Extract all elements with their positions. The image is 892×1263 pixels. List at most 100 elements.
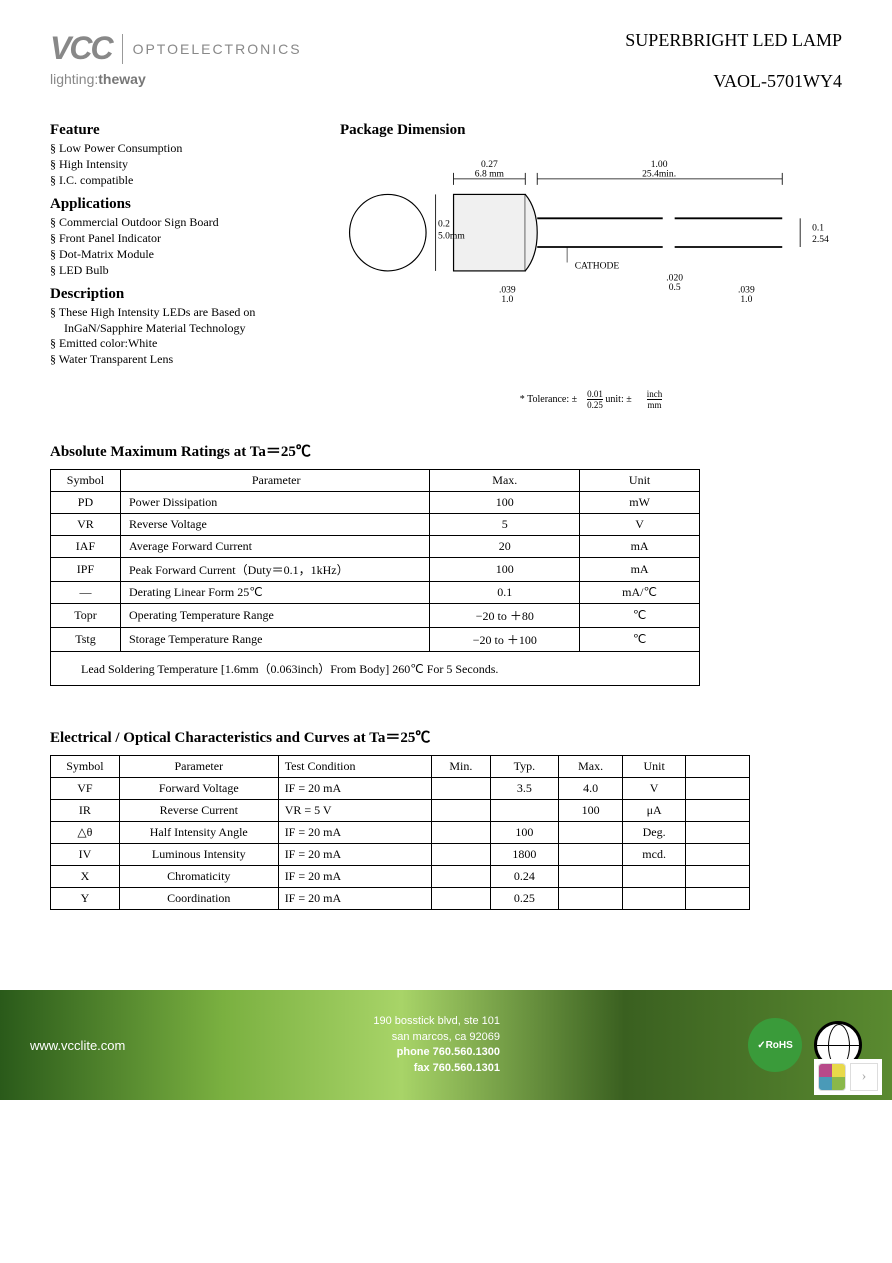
table-cell: Storage Temperature Range <box>120 628 429 652</box>
table-cell: △θ <box>51 822 120 844</box>
table-row: —Derating Linear Form 25℃0.1mA/℃ <box>51 582 700 604</box>
table-row: XChromaticityIF = 20 mA0.24 <box>51 866 750 888</box>
table-cell: Average Forward Current <box>120 536 429 558</box>
table-cell: 100 <box>430 492 580 514</box>
table-cell <box>559 888 623 910</box>
table-cell: Derating Linear Form 25℃ <box>120 582 429 604</box>
col-blank <box>686 756 750 778</box>
list-item: Dot-Matrix Module <box>50 247 310 262</box>
table-cell: Peak Forward Current（Duty＝0.1，1kHz） <box>120 558 429 582</box>
table2-heading: Electrical / Optical Characteristics and… <box>50 726 842 747</box>
table-row: PDPower Dissipation100mW <box>51 492 700 514</box>
footer-url: www.vcclite.com <box>30 1038 125 1053</box>
col-parameter: Parameter <box>120 470 429 492</box>
table-cell <box>432 800 490 822</box>
table-cell: PD <box>51 492 121 514</box>
table-cell <box>432 844 490 866</box>
table-cell: VR = 5 V <box>278 800 432 822</box>
table-row: IVLuminous IntensityIF = 20 mA1800mcd. <box>51 844 750 866</box>
table-cell: mA <box>580 558 700 582</box>
table-cell: mcd. <box>622 844 686 866</box>
table-cell: Reverse Voltage <box>120 514 429 536</box>
list-item: Emitted color:White <box>50 336 310 351</box>
col-condition: Test Condition <box>278 756 432 778</box>
table-cell: Power Dissipation <box>120 492 429 514</box>
table-cell <box>686 888 750 910</box>
table-cell: Forward Voltage <box>119 778 278 800</box>
table-cell: IAF <box>51 536 121 558</box>
table-cell: 100 <box>559 800 623 822</box>
svg-text:0.1: 0.1 <box>812 222 824 233</box>
table-cell: IF = 20 mA <box>278 888 432 910</box>
document-title: SUPERBRIGHT LED LAMP VAOL-5701WY4 <box>625 30 842 92</box>
table-cell <box>432 866 490 888</box>
list-item: Commercial Outdoor Sign Board <box>50 215 310 230</box>
applications-heading: Applications <box>50 196 310 213</box>
table-cell <box>686 844 750 866</box>
table-cell <box>432 822 490 844</box>
description-heading: Description <box>50 286 310 303</box>
col-symbol: Symbol <box>51 470 121 492</box>
table-cell: V <box>622 778 686 800</box>
logo-block: VCC OPTOELECTRONICS lighting:theway <box>50 30 302 87</box>
table-cell: Coordination <box>119 888 278 910</box>
svg-text:25.4min.: 25.4min. <box>642 168 676 179</box>
list-item: Low Power Consumption <box>50 141 310 156</box>
table-cell: mW <box>580 492 700 514</box>
svg-text:0.5: 0.5 <box>669 282 681 293</box>
list-item: I.C. compatible <box>50 173 310 188</box>
table-header-row: Symbol Parameter Max. Unit <box>51 470 700 492</box>
list-item: These High Intensity LEDs are Based on <box>50 305 310 320</box>
applications-list: Commercial Outdoor Sign Board Front Pane… <box>50 215 310 278</box>
header: VCC OPTOELECTRONICS lighting:theway SUPE… <box>50 30 842 92</box>
table-cell: Y <box>51 888 120 910</box>
brand-sub: OPTOELECTRONICS <box>133 41 302 57</box>
package-diagram: 0.27 6.8 mm 1.00 25.4min. 0.2 5.0mm CATH… <box>340 149 842 364</box>
table-row: IAFAverage Forward Current20mA <box>51 536 700 558</box>
table-cell <box>559 844 623 866</box>
table-cell: IR <box>51 800 120 822</box>
page-footer: www.vcclite.com 190 bosstick blvd, ste 1… <box>0 990 892 1100</box>
col-parameter: Parameter <box>119 756 278 778</box>
feature-list: Low Power Consumption High Intensity I.C… <box>50 141 310 188</box>
table-cell: IF = 20 mA <box>278 778 432 800</box>
table1-note: Lead Soldering Temperature [1.6mm（0.063i… <box>50 652 700 686</box>
table-cell: 0.25 <box>490 888 559 910</box>
table-cell: 5 <box>430 514 580 536</box>
table-cell: VF <box>51 778 120 800</box>
table-cell <box>432 888 490 910</box>
table-cell: ℃ <box>580 628 700 652</box>
svg-text:1.0: 1.0 <box>740 294 752 305</box>
table-cell: mA <box>580 536 700 558</box>
title-line1: SUPERBRIGHT LED LAMP <box>625 30 842 51</box>
tolerance-note: * Tolerance: ± 0.010.25 unit: ± inchmm <box>340 389 842 410</box>
table-cell: 20 <box>430 536 580 558</box>
electrical-optical-table: Symbol Parameter Test Condition Min. Typ… <box>50 755 750 910</box>
table-row: VFForward VoltageIF = 20 mA3.54.0V <box>51 778 750 800</box>
list-item: LED Bulb <box>50 263 310 278</box>
logo-divider <box>122 34 123 64</box>
nav-next-button[interactable]: › <box>850 1063 878 1091</box>
svg-text:6.8 mm: 6.8 mm <box>475 168 505 179</box>
table-cell: Chromaticity <box>119 866 278 888</box>
table-cell: VR <box>51 514 121 536</box>
table-cell: 100 <box>430 558 580 582</box>
table-cell <box>686 800 750 822</box>
table-cell: V <box>580 514 700 536</box>
table-cell: −20 to ＋100 <box>430 628 580 652</box>
table-header-row: Symbol Parameter Test Condition Min. Typ… <box>51 756 750 778</box>
col-unit: Unit <box>580 470 700 492</box>
col-symbol: Symbol <box>51 756 120 778</box>
col-max: Max. <box>430 470 580 492</box>
table-cell: Topr <box>51 604 121 628</box>
table-cell: 0.1 <box>430 582 580 604</box>
table-cell: 4.0 <box>559 778 623 800</box>
table-cell <box>686 822 750 844</box>
table-row: △θHalf Intensity AngleIF = 20 mA100Deg. <box>51 822 750 844</box>
svg-text:2.54: 2.54 <box>812 234 829 245</box>
table-cell: IV <box>51 844 120 866</box>
nav-logo-icon[interactable] <box>818 1063 846 1091</box>
table-cell: IF = 20 mA <box>278 866 432 888</box>
table-cell: 100 <box>490 822 559 844</box>
list-item: High Intensity <box>50 157 310 172</box>
